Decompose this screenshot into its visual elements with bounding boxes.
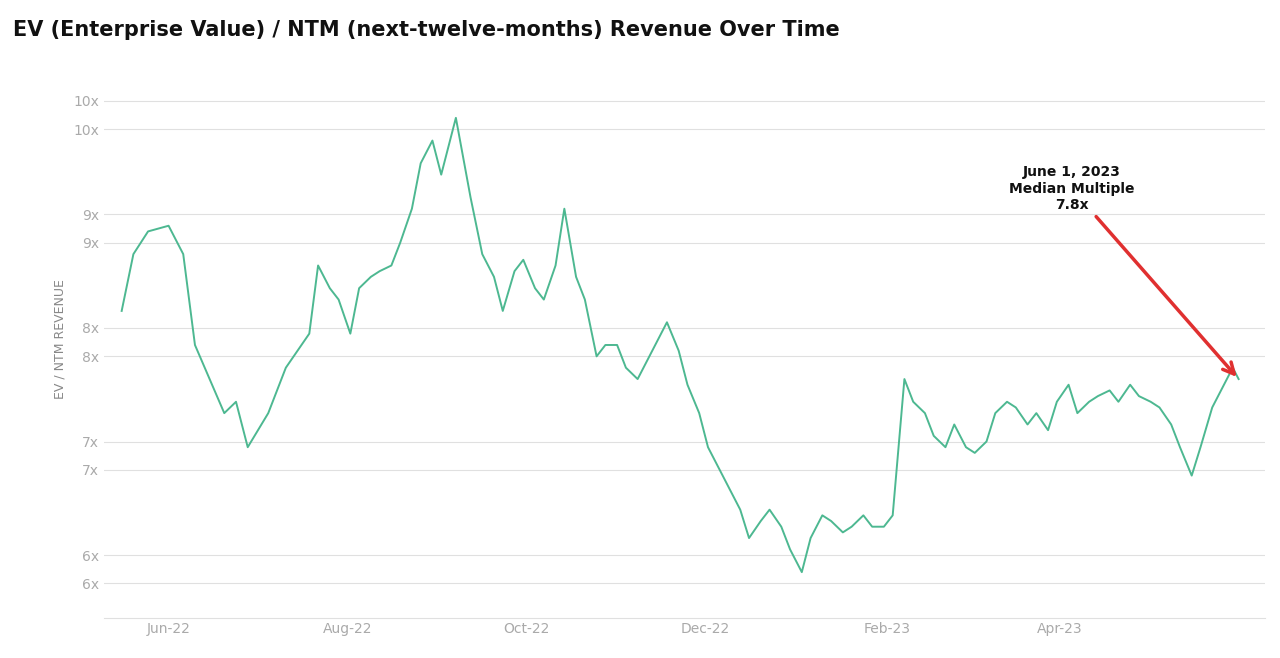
Y-axis label: EV / NTM REVENUE: EV / NTM REVENUE: [54, 280, 67, 399]
Text: June 1, 2023
Median Multiple
7.8x: June 1, 2023 Median Multiple 7.8x: [1009, 165, 1234, 374]
Text: EV (Enterprise Value) / NTM (next-twelve-months) Revenue Over Time: EV (Enterprise Value) / NTM (next-twelve…: [13, 20, 840, 39]
